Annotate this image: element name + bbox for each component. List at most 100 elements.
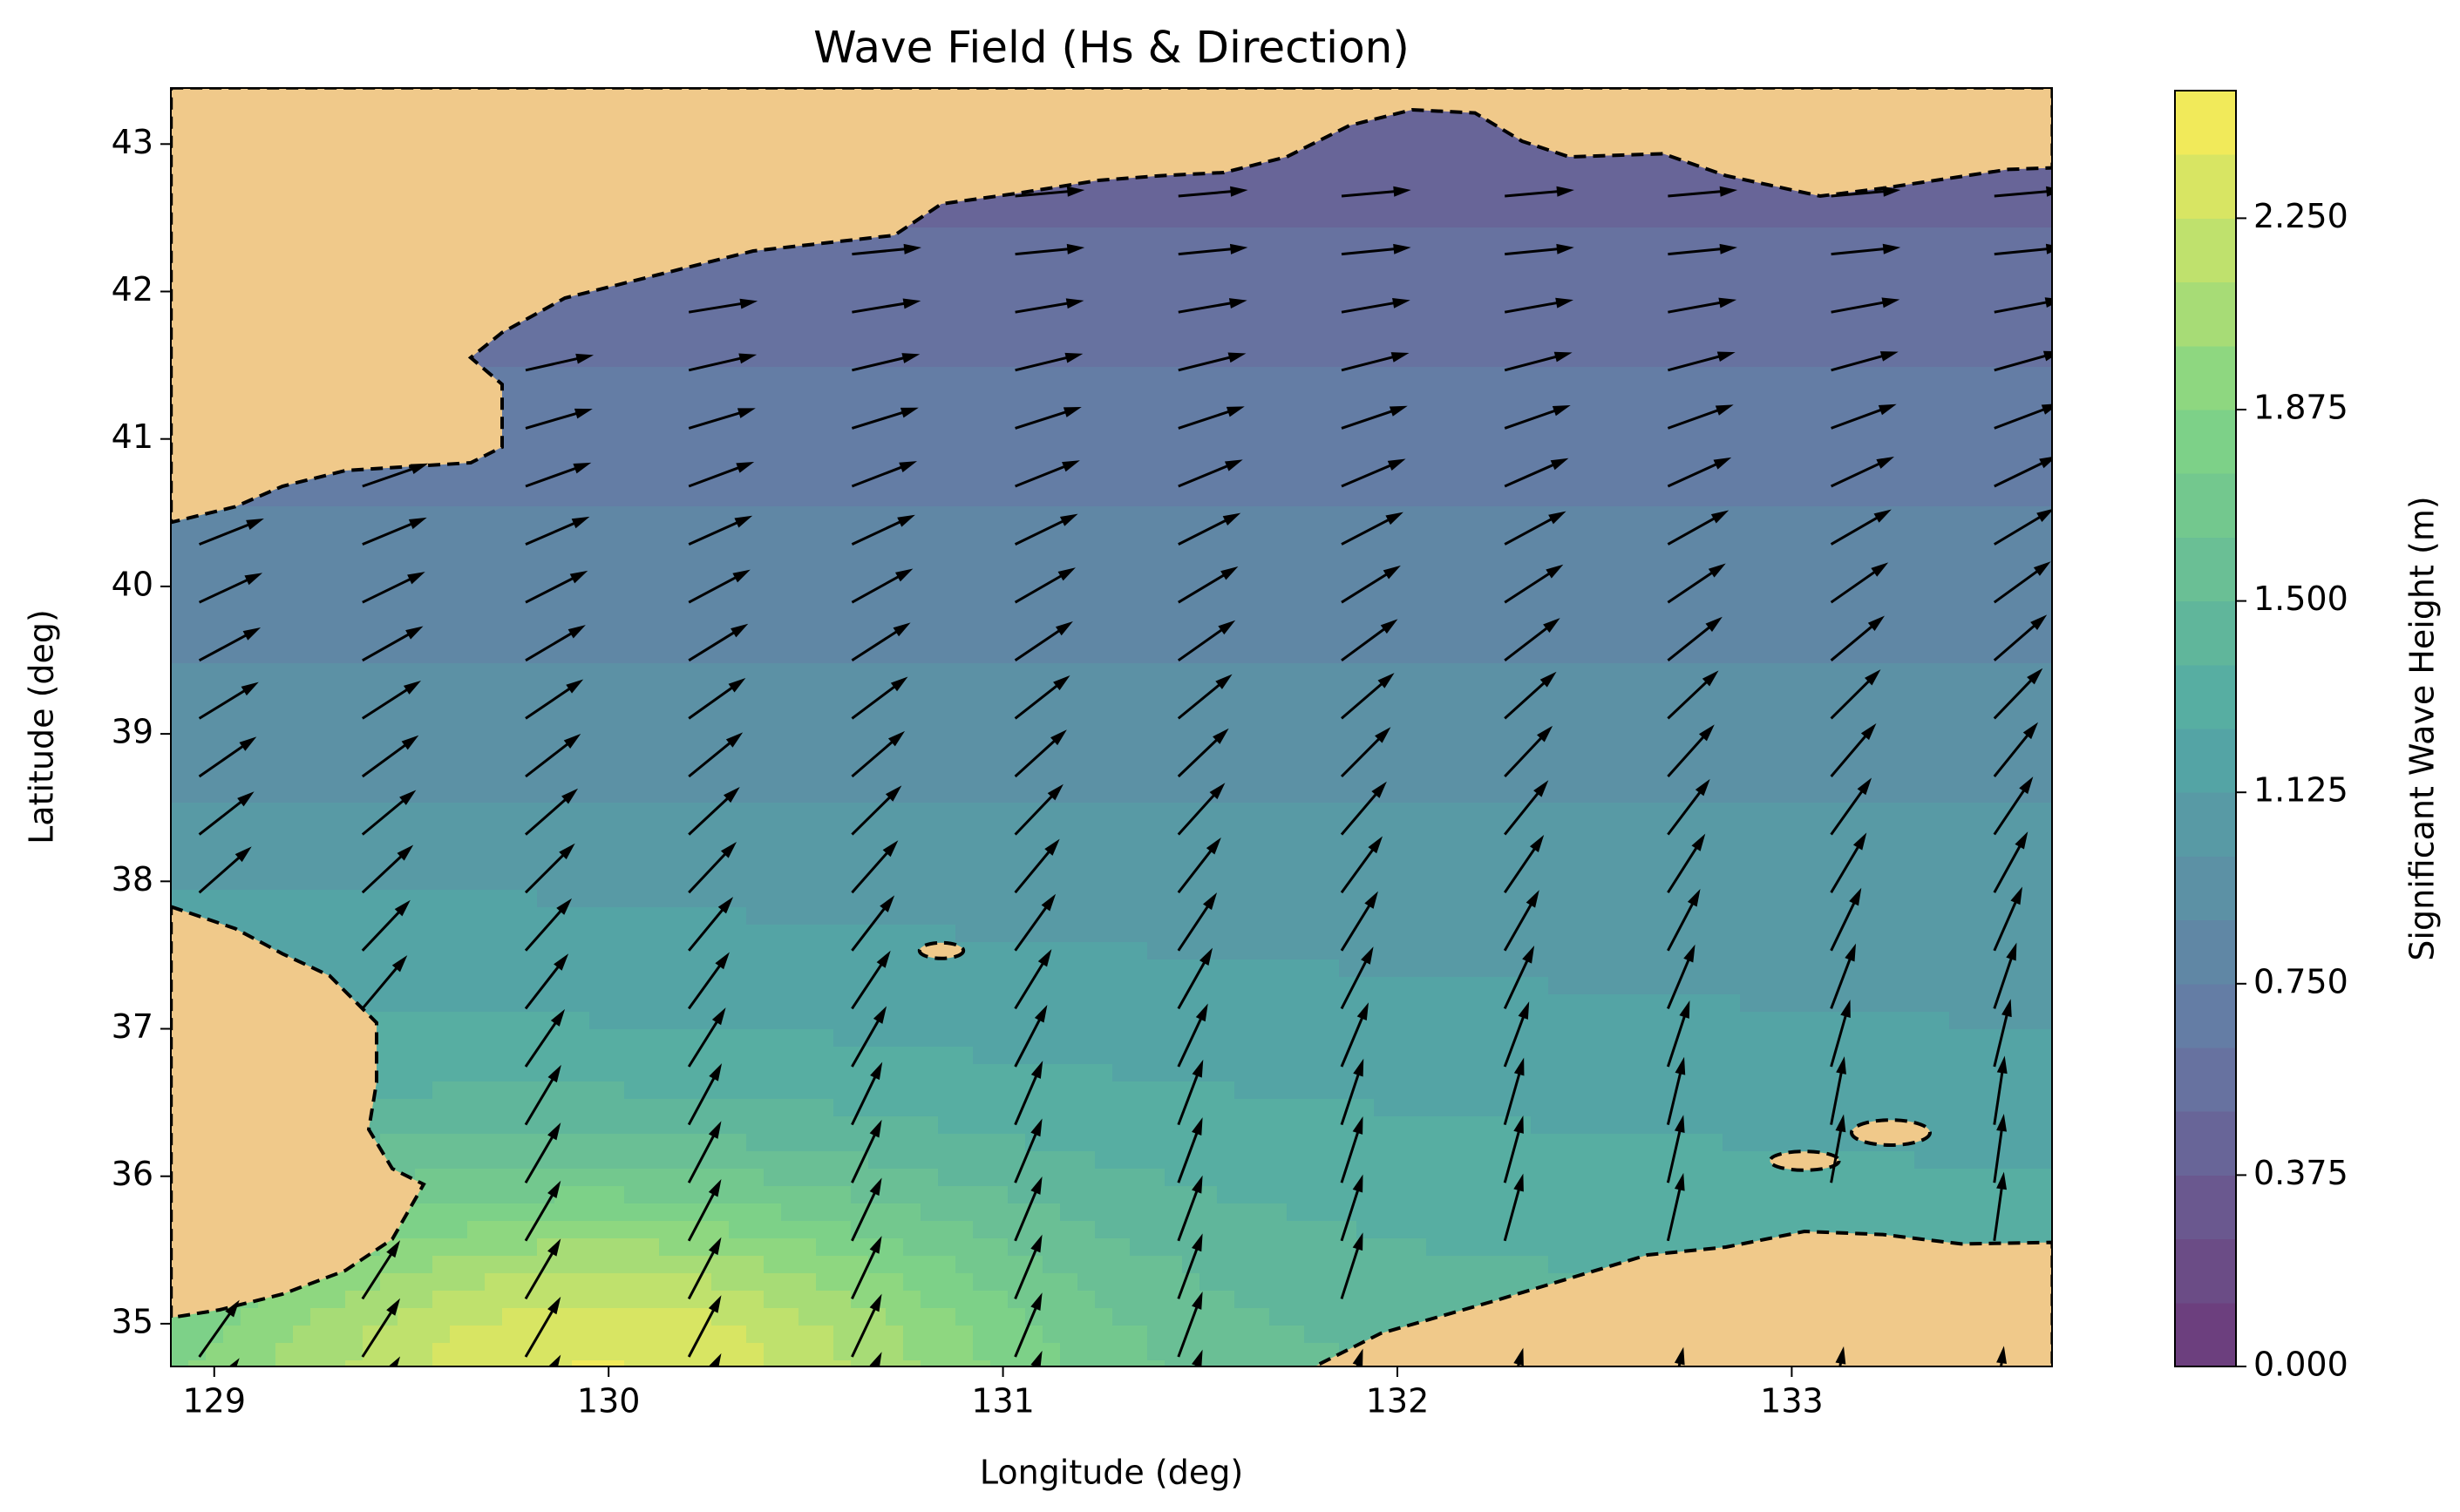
field-cell — [1060, 210, 1078, 228]
field-cell — [1234, 419, 1253, 437]
field-cell — [833, 262, 852, 281]
field-cell — [694, 1291, 712, 1309]
field-cell — [781, 1029, 799, 1048]
field-cell — [345, 942, 364, 960]
field-cell — [1165, 1134, 1183, 1152]
field-cell — [1112, 611, 1131, 629]
field-cell — [711, 402, 730, 420]
field-cell — [589, 1012, 608, 1030]
field-cell — [659, 593, 677, 612]
field-cell — [886, 942, 904, 960]
field-cell — [572, 715, 590, 734]
field-cell — [188, 628, 207, 647]
field-cell — [1043, 768, 1061, 786]
field-cell — [694, 349, 712, 368]
field-cell — [1025, 907, 1043, 926]
field-cell — [1269, 541, 1288, 559]
field-cell — [1043, 1203, 1061, 1222]
field-cell — [485, 803, 503, 821]
field-cell — [206, 872, 224, 891]
field-cell — [1147, 942, 1165, 960]
field-cell — [241, 541, 259, 559]
field-cell — [851, 628, 869, 647]
field-cell — [1165, 925, 1183, 943]
field-cell — [537, 715, 555, 734]
field-cell — [1095, 384, 1113, 403]
field-cell — [833, 785, 852, 803]
field-cell — [955, 210, 974, 228]
field-cell — [1130, 785, 1148, 803]
field-cell — [938, 681, 956, 699]
field-cell — [1269, 593, 1288, 612]
field-cell — [1182, 384, 1200, 403]
field-cell — [833, 419, 852, 437]
field-cell — [607, 942, 625, 960]
field-cell — [520, 1064, 538, 1082]
field-cell — [694, 280, 712, 298]
field-cell — [955, 977, 974, 995]
field-cell — [1147, 1203, 1165, 1222]
field-cell — [711, 315, 730, 333]
field-cell — [973, 593, 991, 612]
field-cell — [781, 1308, 799, 1326]
field-cell — [310, 628, 329, 647]
field-cell — [502, 698, 520, 716]
field-cell — [642, 715, 660, 734]
field-cell — [1025, 1256, 1043, 1274]
field-cell — [694, 942, 712, 960]
field-cell — [868, 1326, 887, 1344]
field-cell — [241, 803, 259, 821]
field-cell — [851, 1308, 869, 1326]
field-cell — [1234, 1134, 1253, 1152]
field-cell — [973, 959, 991, 978]
field-cell — [485, 1221, 503, 1239]
field-cell — [868, 611, 887, 629]
field-cell — [293, 890, 311, 908]
field-cell — [398, 942, 416, 960]
field-cell — [188, 872, 207, 891]
field-cell — [1199, 454, 1218, 472]
field-cell — [711, 1134, 730, 1152]
field-cell — [746, 437, 765, 455]
field-cell — [188, 559, 207, 577]
field-cell — [345, 471, 364, 490]
field-cell — [955, 349, 974, 368]
field-cell — [1147, 576, 1165, 594]
field-cell — [537, 454, 555, 472]
field-cell — [345, 1273, 364, 1292]
field-cell — [589, 524, 608, 542]
field-cell — [1043, 384, 1061, 403]
field-cell — [572, 437, 590, 455]
field-cell — [764, 977, 782, 995]
field-cell — [798, 576, 817, 594]
field-cell — [1112, 367, 1131, 385]
field-cell — [485, 593, 503, 612]
field-cell — [258, 733, 276, 751]
field-cell — [711, 280, 730, 298]
field-cell — [781, 715, 799, 734]
field-cell — [1182, 733, 1200, 751]
field-cell — [554, 471, 573, 490]
field-cell — [1217, 593, 1235, 612]
field-cell — [833, 1273, 852, 1292]
field-cell — [955, 1291, 974, 1309]
field-cell — [624, 1134, 642, 1152]
field-cell — [415, 977, 433, 995]
field-cell — [537, 681, 555, 699]
field-cell — [1252, 245, 1270, 263]
field-cell — [1147, 663, 1165, 681]
field-cell — [1025, 210, 1043, 228]
field-cell — [450, 733, 468, 751]
field-cell — [624, 1273, 642, 1292]
field-cell — [432, 1238, 451, 1257]
field-cell — [1147, 1029, 1165, 1048]
field-cell — [1287, 419, 1305, 437]
field-cell — [415, 994, 433, 1013]
field-cell — [764, 1012, 782, 1030]
field-cell — [764, 1238, 782, 1257]
field-cell — [1199, 245, 1218, 263]
field-cell — [502, 506, 520, 525]
field-cell — [1095, 803, 1113, 821]
field-cell — [921, 803, 939, 821]
field-cell — [380, 837, 398, 856]
